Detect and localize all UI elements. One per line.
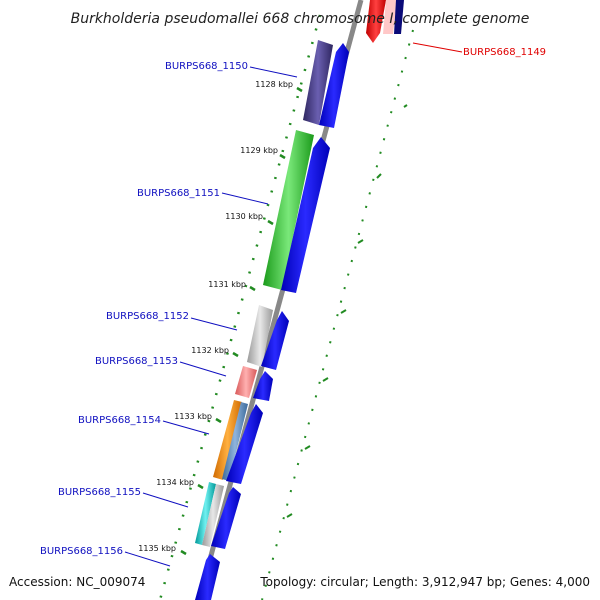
scale-major-ticks — [180, 86, 303, 556]
kbp-label: 1130 kbp — [225, 212, 263, 221]
gene-block-burps668-1154[interactable] — [213, 400, 242, 480]
strand-arrow[interactable] — [195, 554, 220, 600]
gene-block-burps668-1155[interactable] — [195, 482, 216, 545]
highlight-gene — [366, 0, 404, 43]
gene-block-burps668-1153[interactable] — [235, 366, 257, 398]
kbp-labels: 1128 kbp 1129 kbp 1130 kbp 1131 kbp 1132… — [138, 80, 293, 553]
strand-arrow[interactable] — [211, 487, 241, 549]
gene-block-burps668-1155b[interactable] — [202, 484, 224, 547]
gene-block-burps668-1150[interactable] — [303, 40, 333, 125]
strand-arrow[interactable] — [261, 311, 289, 370]
gene-label-burps668-1155[interactable]: BURPS668_1155 — [58, 487, 141, 498]
gene-label-burps668-1153[interactable]: BURPS668_1153 — [95, 356, 178, 367]
gene-block-burps668-1152[interactable] — [247, 305, 273, 367]
gene-label-burps668-1151[interactable]: BURPS668_1151 — [137, 188, 220, 199]
gene-labels: BURPS668_1149 BURPS668_1150 BURPS668_115… — [40, 47, 546, 557]
kbp-label: 1131 kbp — [208, 280, 246, 289]
outer-ring-major-ticks — [286, 104, 408, 518]
strand-arrow[interactable] — [253, 371, 273, 401]
map-title: Burkholderia pseudomallei 668 chromosome… — [71, 11, 530, 27]
strand-arrow[interactable] — [281, 137, 330, 293]
strand-arrow[interactable] — [226, 404, 263, 484]
label-leaders — [124, 42, 463, 567]
gene-label-burps668-1149[interactable]: BURPS668_1149 — [463, 47, 546, 58]
gene-label-burps668-1152[interactable]: BURPS668_1152 — [106, 311, 189, 322]
kbp-label: 1133 kbp — [174, 412, 212, 421]
gene-blocks — [195, 40, 333, 547]
kbp-label: 1128 kbp — [255, 80, 293, 89]
kbp-label: 1135 kbp — [138, 544, 176, 553]
gene-block-burps668-1154b[interactable] — [222, 402, 248, 481]
genome-summary-text: Topology: circular; Length: 3,912,947 bp… — [259, 575, 590, 589]
accession-text: Accession: NC_009074 — [9, 575, 145, 589]
kbp-label: 1129 kbp — [240, 146, 278, 155]
gene-label-burps668-1156[interactable]: BURPS668_1156 — [40, 546, 123, 557]
strand-arrows — [195, 43, 349, 600]
gene-block-burps668-1149-halo — [383, 0, 397, 34]
gene-label-burps668-1154[interactable]: BURPS668_1154 — [78, 415, 161, 426]
strand-arrow[interactable] — [319, 43, 349, 128]
scale-track — [158, 14, 414, 600]
kbp-label: 1132 kbp — [191, 346, 229, 355]
gene-block-burps668-1149-dark — [394, 0, 404, 34]
gene-block-burps668-1149[interactable] — [366, 0, 386, 43]
kbp-label: 1134 kbp — [156, 478, 194, 487]
gene-block-burps668-1151[interactable] — [263, 130, 314, 290]
gene-label-burps668-1150[interactable]: BURPS668_1150 — [165, 61, 248, 72]
